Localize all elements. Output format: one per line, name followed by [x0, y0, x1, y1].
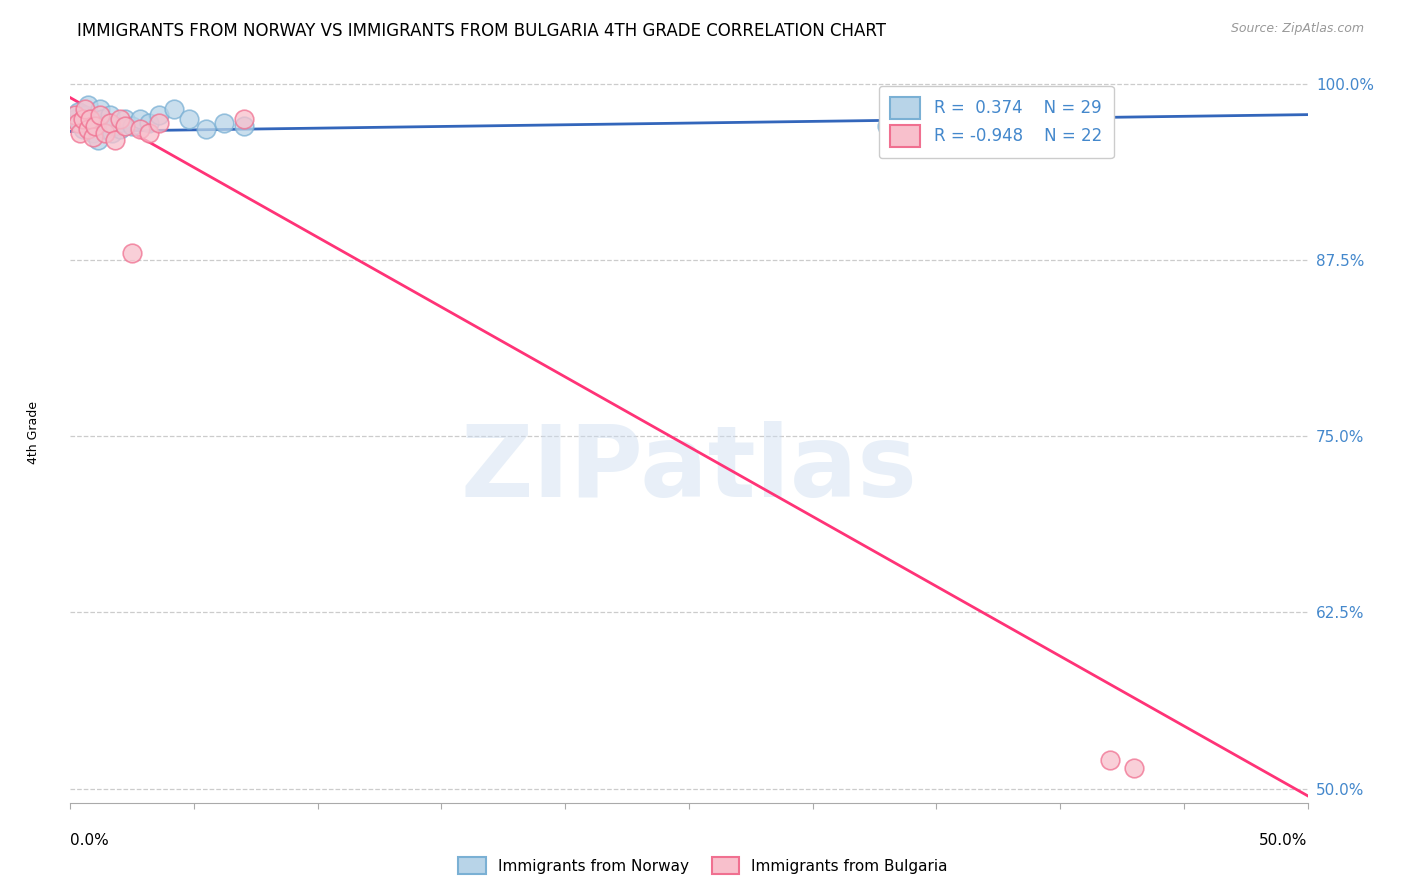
- Point: [177, 112, 200, 126]
- Text: ZIPatlas: ZIPatlas: [461, 421, 917, 518]
- Point: [138, 116, 160, 130]
- Point: [72, 121, 94, 136]
- Legend: R =  0.374    N = 29, R = -0.948    N = 22: R = 0.374 N = 29, R = -0.948 N = 22: [879, 86, 1114, 159]
- Point: [94, 126, 117, 140]
- Point: [195, 121, 218, 136]
- Point: [138, 126, 160, 140]
- Point: [1098, 754, 1121, 768]
- Point: [82, 130, 104, 145]
- Point: [65, 107, 87, 121]
- Point: [121, 245, 143, 260]
- Text: IMMIGRANTS FROM NORWAY VS IMMIGRANTS FROM BULGARIA 4TH GRADE CORRELATION CHART: IMMIGRANTS FROM NORWAY VS IMMIGRANTS FRO…: [77, 22, 886, 40]
- Point: [104, 133, 127, 147]
- Point: [69, 116, 91, 130]
- Point: [148, 116, 170, 130]
- Point: [79, 119, 101, 133]
- Text: Source: ZipAtlas.com: Source: ZipAtlas.com: [1230, 22, 1364, 36]
- Point: [876, 119, 898, 133]
- Point: [66, 104, 89, 119]
- Point: [114, 119, 136, 133]
- Point: [82, 126, 104, 140]
- Point: [75, 107, 97, 121]
- Point: [75, 102, 97, 116]
- Point: [84, 112, 107, 126]
- Text: 0.0%: 0.0%: [70, 833, 110, 848]
- Point: [1123, 760, 1146, 774]
- Point: [94, 121, 117, 136]
- Point: [65, 112, 87, 126]
- Point: [148, 107, 170, 121]
- Point: [79, 112, 101, 126]
- Point: [89, 102, 111, 116]
- Point: [232, 112, 254, 126]
- Point: [76, 97, 98, 112]
- Point: [108, 112, 131, 126]
- Point: [96, 116, 118, 130]
- Point: [108, 121, 131, 136]
- Point: [121, 119, 143, 133]
- Text: 50.0%: 50.0%: [1260, 833, 1308, 848]
- Point: [91, 112, 114, 126]
- Point: [101, 126, 124, 140]
- Point: [212, 116, 235, 130]
- Point: [98, 116, 121, 130]
- Point: [86, 133, 108, 147]
- Point: [114, 112, 136, 126]
- Point: [69, 126, 91, 140]
- Point: [66, 116, 89, 130]
- Point: [104, 119, 127, 133]
- Point: [72, 112, 94, 126]
- Point: [163, 102, 186, 116]
- Legend: Immigrants from Norway, Immigrants from Bulgaria: Immigrants from Norway, Immigrants from …: [451, 851, 955, 880]
- Point: [84, 119, 107, 133]
- Point: [232, 119, 254, 133]
- Point: [128, 121, 150, 136]
- Point: [89, 107, 111, 121]
- Point: [128, 112, 150, 126]
- Point: [76, 121, 98, 136]
- Text: 4th Grade: 4th Grade: [27, 401, 39, 464]
- Point: [98, 107, 121, 121]
